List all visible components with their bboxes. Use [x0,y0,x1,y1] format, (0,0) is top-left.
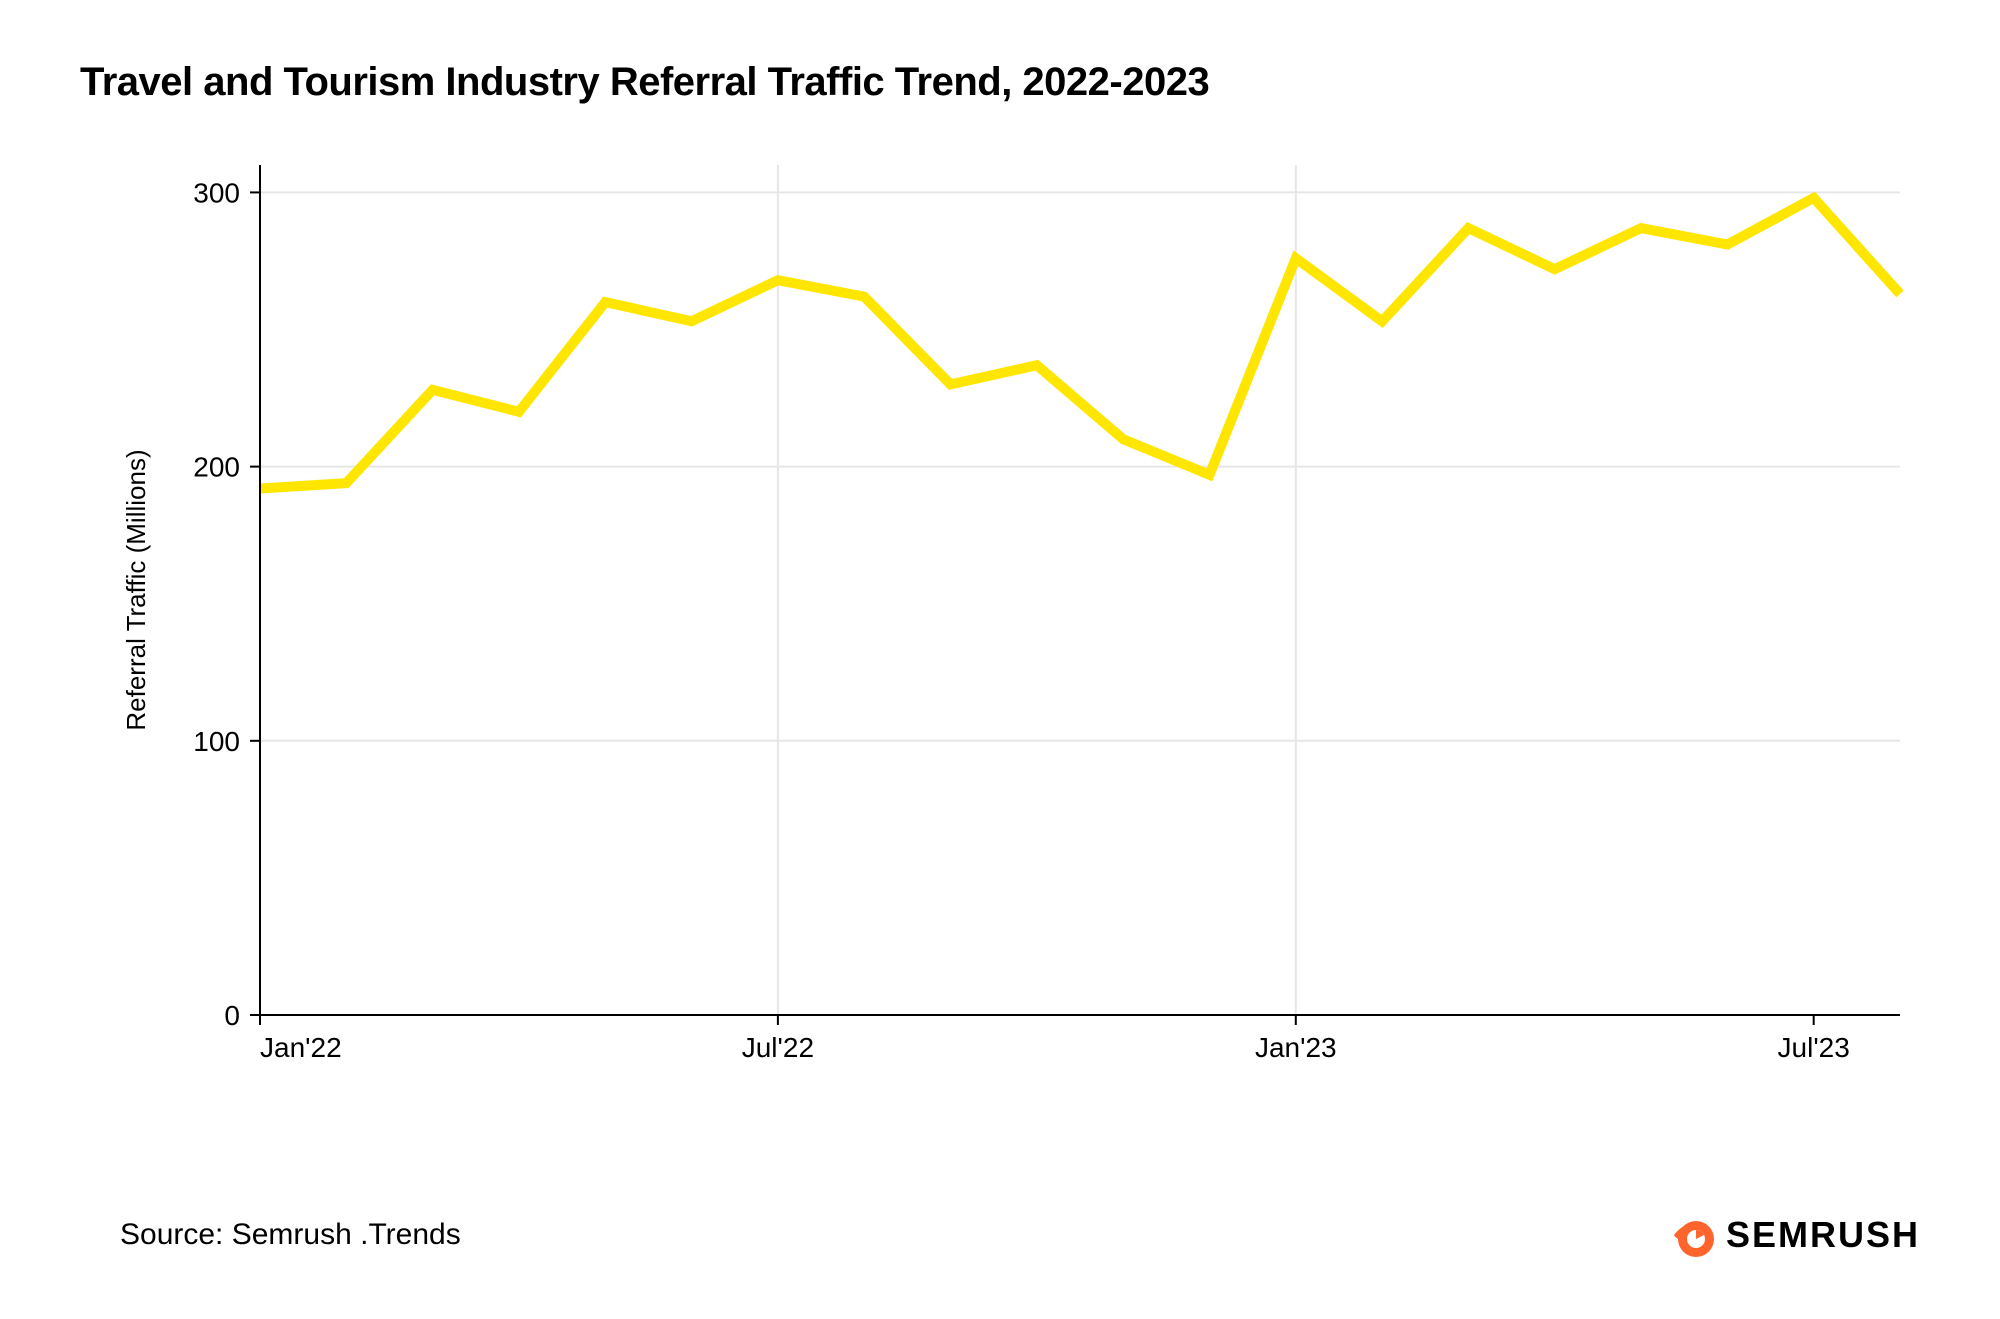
y-tick-label: 0 [224,1000,240,1031]
y-tick-label: 100 [193,726,240,757]
y-tick-label: 200 [193,452,240,483]
x-tick-label: Jan'23 [1255,1032,1337,1063]
chart-area: 0 100 200 300 Jan'22 Jul'22 Jan'23 Jul'23 Referr… [80,145,1920,1145]
brand-logo: SEMRUSH [1668,1211,1920,1259]
x-tick-label: Jan'22 [260,1032,342,1063]
line-chart: 0 100 200 300 Jan'22 Jul'22 Jan'23 Jul'23 Referr… [80,145,1920,1125]
y-axis-label: Referral Traffic (Millions) [121,449,151,730]
footer: Source: Semrush .Trends SEMRUSH [120,1211,1920,1259]
flame-icon [1668,1211,1716,1259]
chart-card: Travel and Tourism Industry Referral Tra… [0,0,2000,1319]
data-line [260,198,1900,489]
brand-name: SEMRUSH [1726,1214,1920,1256]
x-tick-label: Jul'22 [742,1032,814,1063]
source-text: Source: Semrush .Trends [120,1218,461,1252]
chart-title: Travel and Tourism Industry Referral Tra… [80,60,1920,105]
x-tick-label: Jul'23 [1778,1032,1850,1063]
y-tick-label: 300 [193,177,240,208]
